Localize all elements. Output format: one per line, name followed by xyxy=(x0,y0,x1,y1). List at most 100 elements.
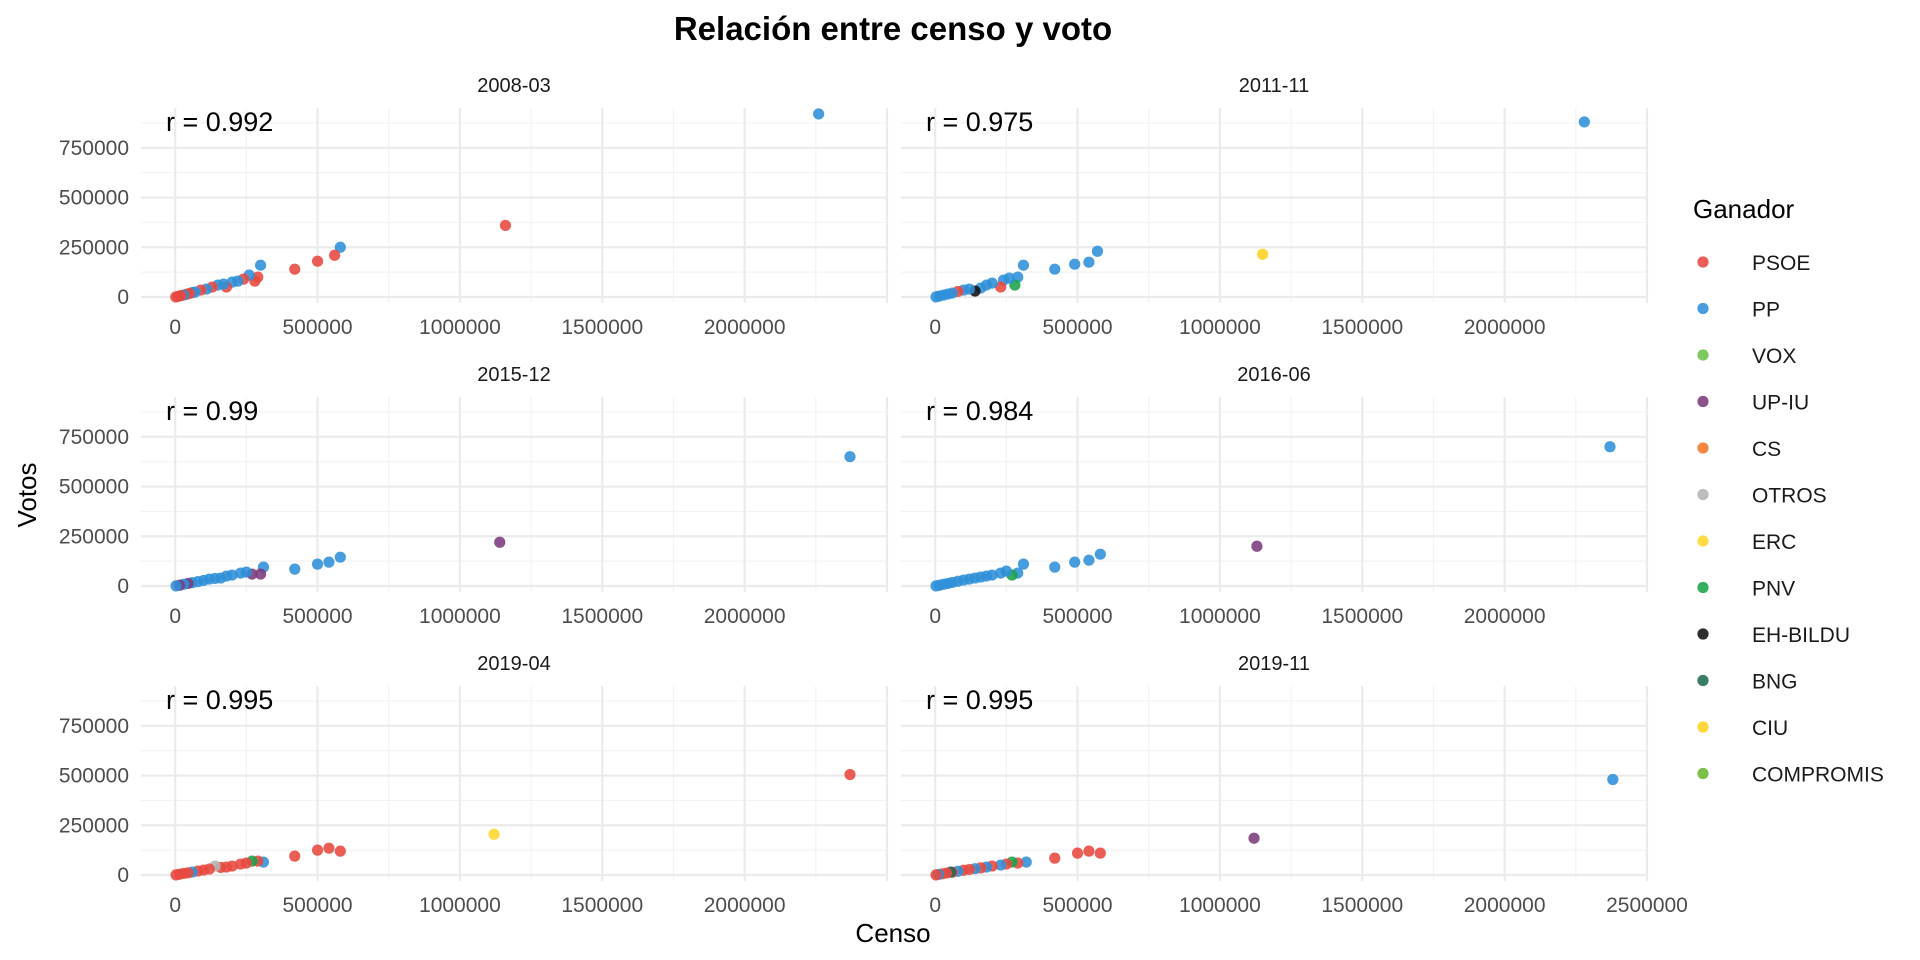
correlation-label: r = 0.995 xyxy=(166,685,273,715)
y-tick-label: 750000 xyxy=(59,137,129,160)
data-point-PP xyxy=(235,567,247,579)
x-tick-label: 0 xyxy=(929,316,941,339)
data-point-PP xyxy=(1604,441,1616,453)
data-point-PSOE xyxy=(235,858,247,870)
x-tick-label: 500000 xyxy=(1042,894,1112,917)
x-tick-label: 2500000 xyxy=(1606,894,1688,917)
y-tick-label: 500000 xyxy=(59,187,129,210)
legend-item-OTROS: OTROS xyxy=(1697,485,1827,508)
data-point-PP xyxy=(1017,558,1030,570)
legend-item-EH-BILDU: EH-BILDU xyxy=(1697,624,1850,647)
facet-panel-2008-03: 2008-03 0 250000 500000 750000 0 500000 1000000… xyxy=(59,75,889,339)
facet-panel-2016-06: 2016-06 0 500000 1000000 1500000 2000000 r = 0… xyxy=(901,364,1649,628)
x-tick-label: 1500000 xyxy=(1321,894,1403,917)
facet-panel-2019-04: 2019-04 0 250000 500000 750000 0 500000 1000000… xyxy=(59,653,889,917)
x-tick-label: 1000000 xyxy=(419,605,501,628)
panel-background xyxy=(901,686,1647,881)
legend-item-PNV: PNV xyxy=(1697,578,1795,601)
legend-label: VOX xyxy=(1752,345,1796,368)
data-point-PP xyxy=(930,291,942,303)
data-point-PSOE xyxy=(995,281,1007,293)
data-point-PP xyxy=(1049,561,1061,573)
legend: Ganador PSOE PP VOX UP-IU CS OTROS ERC PNV EH-BI… xyxy=(1693,194,1884,787)
legend-label: CIU xyxy=(1752,717,1788,740)
legend-label: OTROS xyxy=(1752,485,1827,508)
correlation-label: r = 0.984 xyxy=(926,396,1033,426)
data-point-PP xyxy=(1069,556,1081,568)
facet-strip-label: 2011-11 xyxy=(1239,75,1309,97)
panel-background xyxy=(901,397,1647,592)
y-tick-label: 0 xyxy=(117,286,129,309)
panel-background xyxy=(901,108,1647,303)
data-point-PP xyxy=(1094,548,1106,560)
x-tick-label: 2000000 xyxy=(704,894,786,917)
data-point-UP-IU xyxy=(254,568,267,580)
data-point-PP xyxy=(1083,256,1095,268)
legend-key xyxy=(1697,535,1709,547)
data-point-PSOE xyxy=(1049,852,1061,864)
legend-title: Ganador xyxy=(1693,194,1795,224)
data-point-PP xyxy=(844,451,856,463)
legend-item-CS: CS xyxy=(1697,438,1781,461)
facet-panel-2011-11: 2011-11 0 500000 1000000 1500000 2000000 r = 0… xyxy=(901,75,1649,339)
legend-label: EH-BILDU xyxy=(1752,624,1850,647)
data-point-ERC xyxy=(488,828,500,840)
data-point-PSOE xyxy=(1094,847,1106,859)
x-tick-label: 1000000 xyxy=(419,894,501,917)
y-tick-label: 250000 xyxy=(59,814,129,837)
facet-panel-2015-12: 2015-12 0 250000 500000 750000 0 500000 1000000… xyxy=(59,364,889,628)
legend-item-VOX: VOX xyxy=(1697,345,1796,368)
data-point-PSOE xyxy=(499,219,512,231)
legend-label: ERC xyxy=(1752,531,1796,554)
legend-key xyxy=(1697,674,1709,687)
legend-label: PSOE xyxy=(1752,252,1810,275)
x-tick-label: 0 xyxy=(169,316,181,339)
y-axis-title: Votos xyxy=(12,462,42,527)
data-point-PSOE xyxy=(1083,845,1095,857)
x-tick-label: 2000000 xyxy=(1464,894,1546,917)
x-tick-label: 1000000 xyxy=(1179,894,1261,917)
x-tick-label: 1500000 xyxy=(1321,605,1403,628)
data-point-PP xyxy=(1607,773,1619,786)
x-tick-label: 1000000 xyxy=(419,316,501,339)
x-tick-label: 1500000 xyxy=(561,894,643,917)
y-tick-label: 750000 xyxy=(59,426,129,449)
legend-key xyxy=(1697,256,1709,268)
x-tick-label: 1500000 xyxy=(561,605,643,628)
data-point-PSOE xyxy=(289,850,301,862)
data-point-PP xyxy=(1091,245,1104,257)
x-tick-label: 0 xyxy=(169,605,181,628)
legend-item-COMPROMIS: COMPROMIS xyxy=(1697,764,1884,787)
x-tick-label: 2000000 xyxy=(704,316,786,339)
data-point-PP xyxy=(995,859,1007,871)
data-point-PSOE xyxy=(323,842,335,854)
data-point-PP xyxy=(334,551,346,563)
legend-label: COMPROMIS xyxy=(1752,764,1884,787)
data-point-UP-IU xyxy=(1251,540,1263,552)
x-tick-label: 500000 xyxy=(1042,316,1112,339)
legend-item-PSOE: PSOE xyxy=(1697,252,1810,275)
legend-key xyxy=(1697,721,1709,733)
panel-background xyxy=(141,108,887,303)
legend-item-ERC: ERC xyxy=(1697,531,1796,554)
x-tick-label: 2000000 xyxy=(704,605,786,628)
legend-key xyxy=(1697,442,1709,454)
x-tick-label: 0 xyxy=(929,605,941,628)
correlation-label: r = 0.995 xyxy=(926,685,1033,715)
data-point-PSOE xyxy=(170,291,182,303)
data-point-PSOE xyxy=(1071,847,1084,859)
data-point-PSOE xyxy=(311,844,324,856)
y-tick-label: 0 xyxy=(117,864,129,887)
facet-strip-label: 2019-11 xyxy=(1238,653,1310,675)
legend-key xyxy=(1697,302,1709,315)
x-tick-label: 500000 xyxy=(1042,605,1112,628)
data-point-PP xyxy=(254,259,267,271)
data-point-PP xyxy=(334,241,346,253)
data-point-CIU xyxy=(1257,248,1269,260)
y-tick-label: 250000 xyxy=(59,236,129,259)
data-point-PP xyxy=(813,108,825,120)
panel-background xyxy=(141,397,887,592)
data-point-PP xyxy=(1049,263,1061,275)
data-point-PSOE xyxy=(930,869,942,881)
